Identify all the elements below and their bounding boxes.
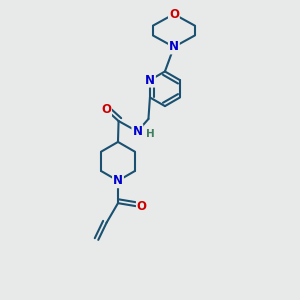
Text: O: O [169,8,179,21]
Text: N: N [113,174,123,187]
Text: N: N [169,40,179,53]
Text: N: N [132,125,142,138]
Text: O: O [101,103,111,116]
Text: O: O [137,200,147,213]
Text: H: H [146,130,155,140]
Text: N: N [145,74,155,87]
